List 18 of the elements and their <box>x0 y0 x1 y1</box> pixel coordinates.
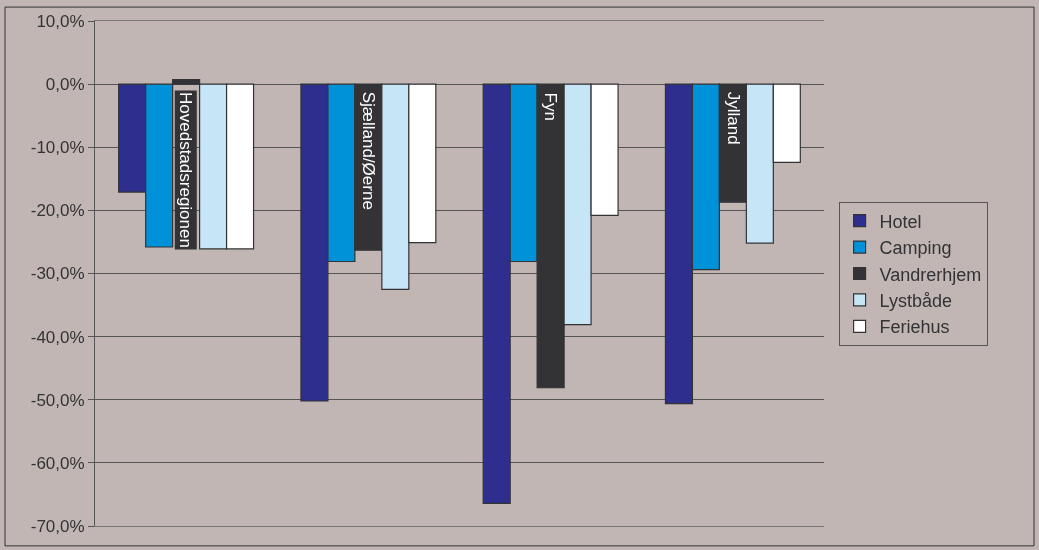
legend-label: Vandrerhjem <box>879 264 982 285</box>
y-tick-label: -30,0% <box>30 264 85 284</box>
y-tick-label: -20,0% <box>30 201 85 221</box>
y-tick-label: -40,0% <box>30 327 85 347</box>
legend-label: Hotel <box>879 211 922 232</box>
x-tick-label: Fyn <box>540 92 560 121</box>
x-tick-label: Sjælland/Øerne <box>358 91 378 210</box>
x-tick-label: Jylland <box>723 91 743 145</box>
y-tick-label: -10,0% <box>30 138 85 158</box>
y-tick-label: 10,0% <box>36 11 85 31</box>
y-tick-label: -50,0% <box>30 390 85 410</box>
legend-label: Lystbåde <box>879 290 952 311</box>
y-tick-label: -60,0% <box>30 453 85 473</box>
y-tick-label: 0,0% <box>45 75 85 95</box>
legend-label: Camping <box>879 238 952 259</box>
y-tick-label: -70,0% <box>30 516 85 536</box>
legend-label: Feriehus <box>879 317 950 338</box>
x-tick-label: Hovedstadsregionen <box>176 92 196 248</box>
